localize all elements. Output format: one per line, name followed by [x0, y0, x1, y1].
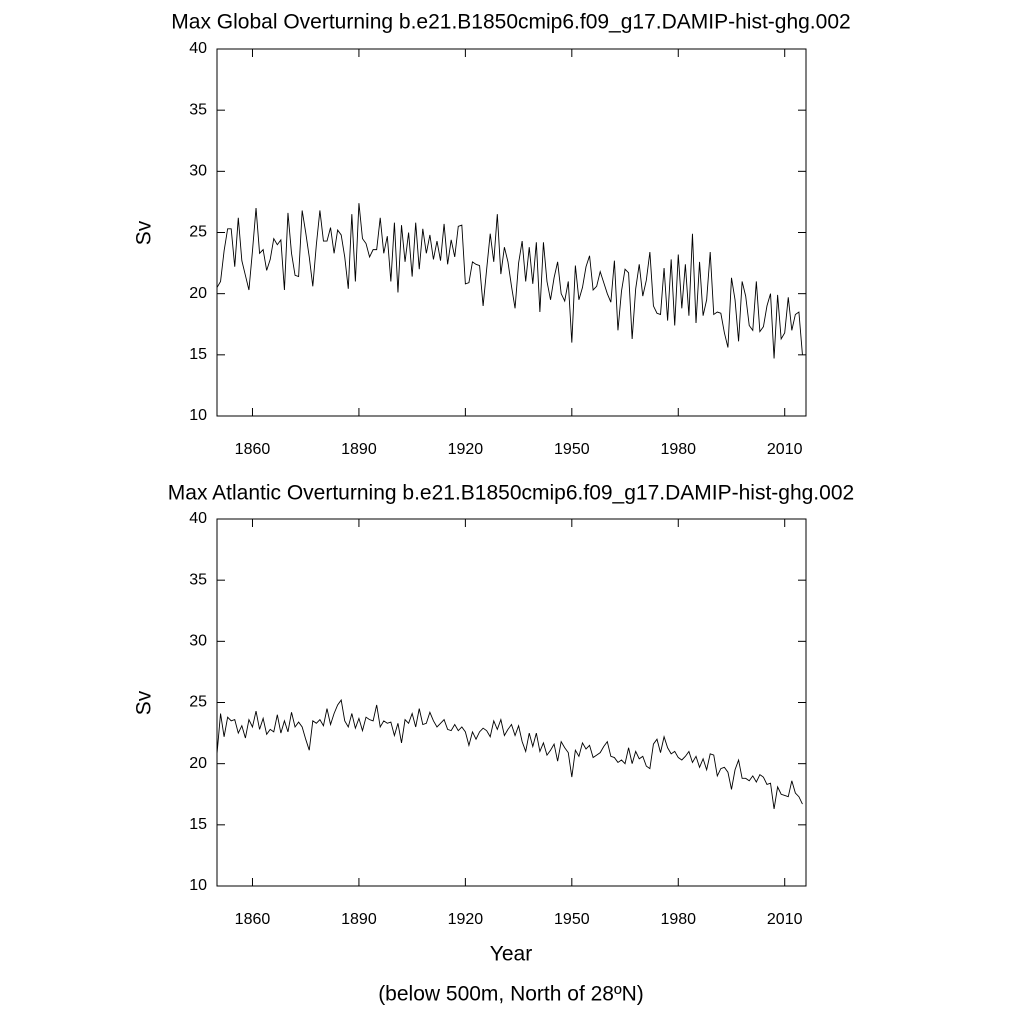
x-tick-label: 2010 [767, 441, 803, 458]
plot-frame [216, 518, 807, 887]
x-tick-label: 1860 [235, 441, 271, 458]
x-tick-label: 2010 [767, 911, 803, 928]
y-tick-label: 15 [189, 346, 207, 363]
x-axis-label: Year [490, 943, 532, 966]
x-tick-label: 1950 [554, 911, 590, 928]
y-tick-label: 10 [189, 407, 207, 424]
x-tick-label: 1920 [448, 441, 484, 458]
x-tick-label: 1920 [448, 911, 484, 928]
y-tick-label: 40 [189, 40, 207, 57]
y-tick-label: 30 [189, 163, 207, 180]
y-tick-label: 10 [189, 877, 207, 894]
chart-title: Max Atlantic Overturning b.e21.B1850cmip… [168, 482, 854, 505]
x-tick-label: 1890 [341, 911, 377, 928]
x-tick-label: 1860 [235, 911, 271, 928]
x-tick-label: 1890 [341, 441, 377, 458]
y-tick-label: 35 [189, 101, 207, 118]
data-line [216, 203, 803, 359]
chart-title: Max Global Overturning b.e21.B1850cmip6.… [171, 11, 850, 34]
data-line [216, 698, 803, 810]
y-tick-label: 30 [189, 633, 207, 650]
y-tick-label: 25 [189, 224, 207, 241]
y-axis-label: Sv [133, 690, 156, 715]
y-tick-label: 40 [189, 510, 207, 527]
y-tick-label: 20 [189, 755, 207, 772]
y-tick-label: 20 [189, 285, 207, 302]
x-tick-label: 1980 [660, 441, 696, 458]
y-tick-label: 15 [189, 816, 207, 833]
caption: (below 500m, North of 28ºN) [378, 983, 644, 1006]
x-tick-label: 1980 [660, 911, 696, 928]
y-axis-label: Sv [133, 220, 156, 245]
y-tick-label: 25 [189, 694, 207, 711]
x-tick-label: 1950 [554, 441, 590, 458]
y-tick-label: 35 [189, 571, 207, 588]
